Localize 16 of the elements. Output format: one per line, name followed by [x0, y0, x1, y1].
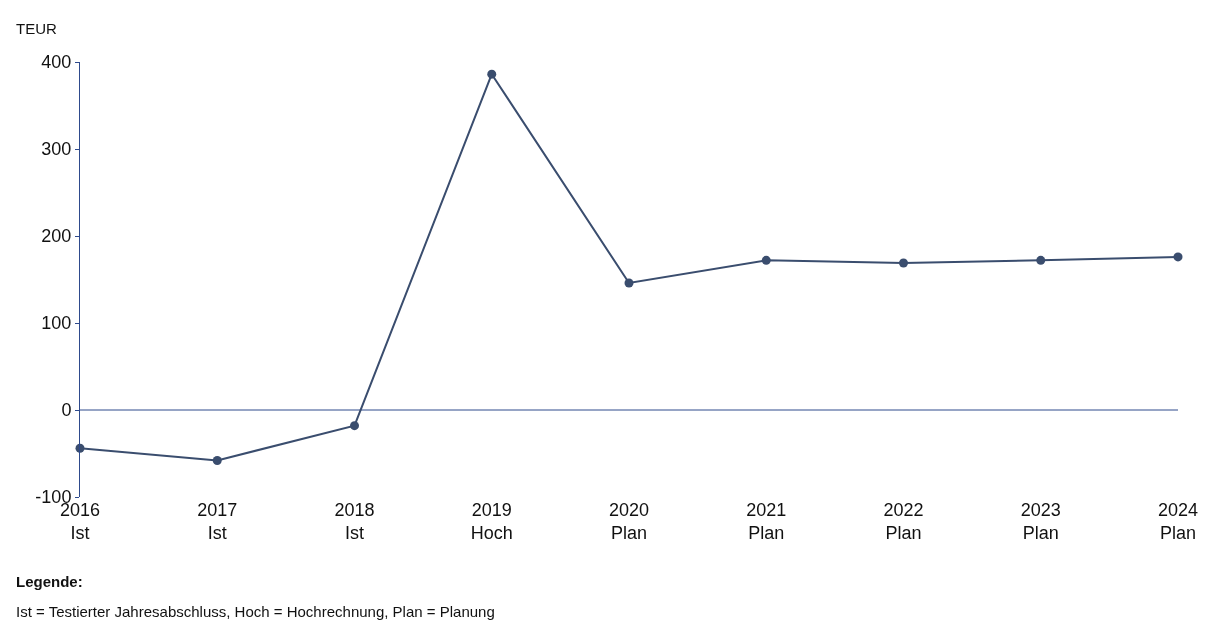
- y-tick-label: 200: [41, 226, 72, 247]
- x-tick-label: 2019 Hoch: [470, 500, 513, 544]
- x-tick-label: 2020 Plan: [608, 500, 650, 544]
- y-tick-label: 100: [41, 313, 72, 334]
- y-axis-title: TEUR: [16, 20, 57, 37]
- x-tick-label: 2023 Plan: [1020, 500, 1061, 544]
- x-tick-label: 2017 Ist: [197, 500, 238, 544]
- y-tick-label: 400: [41, 52, 72, 73]
- x-tick-label: 2022 Plan: [883, 500, 924, 544]
- y-tick-label: 0: [61, 400, 72, 421]
- x-tick-label: 2024 Plan: [1157, 500, 1199, 544]
- text: Ist = Testierter Jahresabschluss, Hoch = Hochrechnung, Plan = Planung: [16, 603, 495, 620]
- y-tick-label: 300: [41, 139, 72, 160]
- x-tick-label: 2021 Plan: [746, 500, 787, 544]
- text: Legende:: [16, 573, 83, 590]
- x-tick-label: 2018 Ist: [334, 500, 375, 544]
